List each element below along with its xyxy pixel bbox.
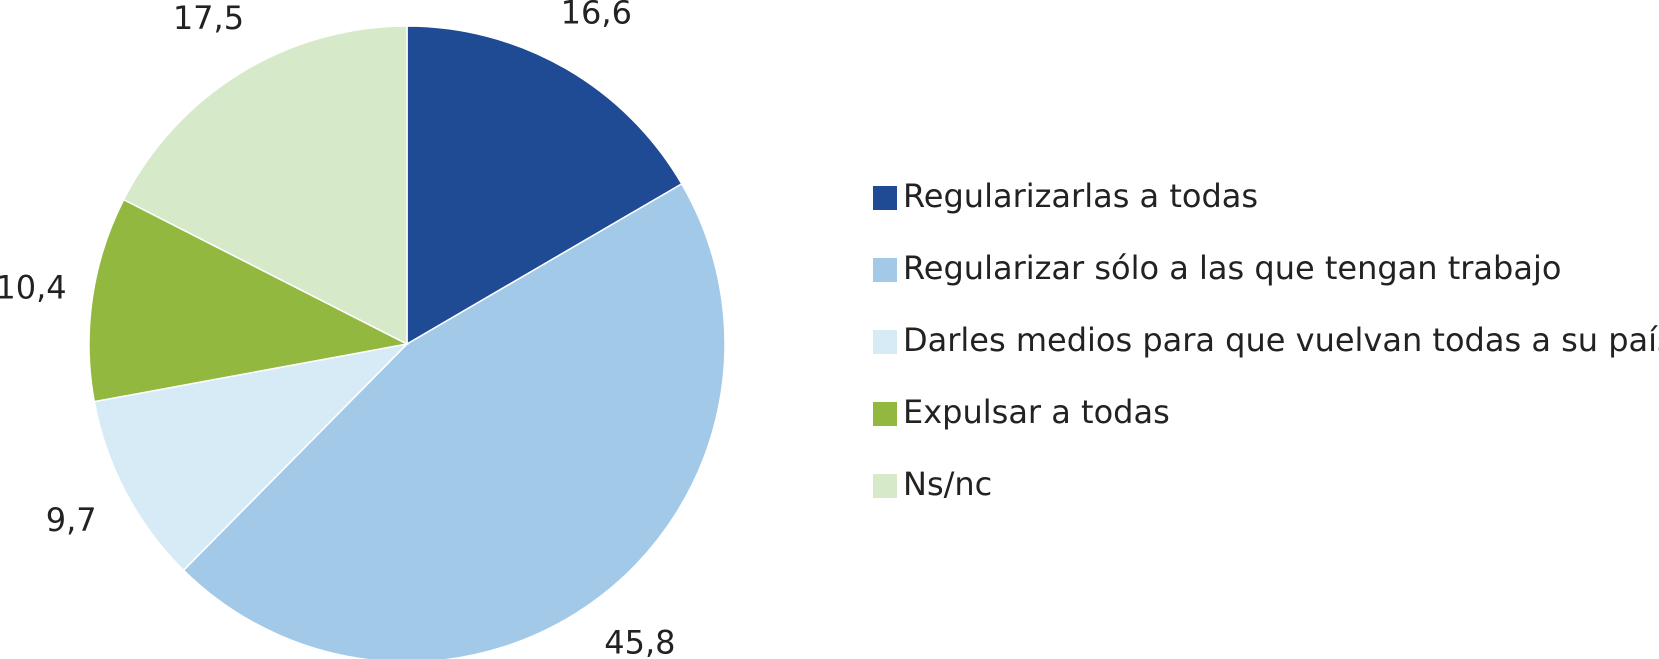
pie-slice <box>182 182 726 659</box>
legend-label: Ns/nc <box>903 465 992 503</box>
legend-swatch <box>873 330 897 354</box>
legend-label: Expulsar a todas <box>903 393 1170 431</box>
data-label: 45,8 <box>604 623 675 659</box>
legend-swatch <box>873 186 897 210</box>
legend-swatch <box>873 258 897 282</box>
pie-slice <box>122 25 408 346</box>
pie-slice <box>93 342 410 572</box>
legend-label: Regularizarlas a todas <box>903 177 1258 215</box>
data-label: 9,7 <box>46 501 97 539</box>
pie-slice <box>406 25 683 346</box>
legend-swatch <box>873 402 897 426</box>
pie-slice <box>88 198 410 403</box>
legend-swatch <box>873 474 897 498</box>
data-label: 17,5 <box>173 0 244 37</box>
legend-label: Darles medios para que vuelvan todas a s… <box>903 321 1659 359</box>
data-label: 10,4 <box>0 268 67 306</box>
legend-label: Regularizar sólo a las que tengan trabaj… <box>903 249 1561 287</box>
data-label: 16,6 <box>561 0 632 32</box>
